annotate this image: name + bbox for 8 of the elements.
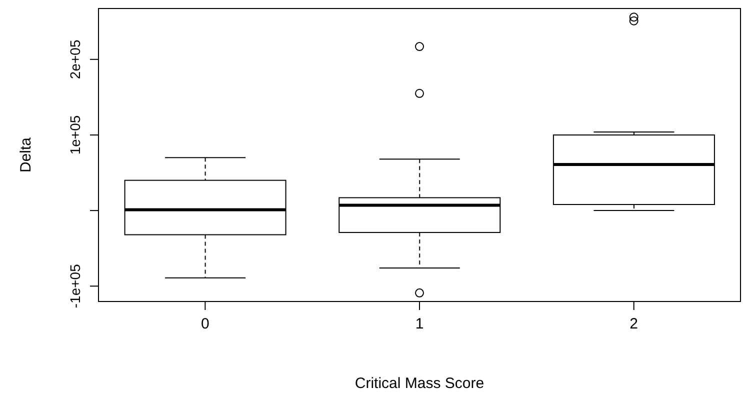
x-axis-title: Critical Mass Score [354, 375, 486, 392]
y-tick-label: -1e+05 [67, 264, 83, 308]
y-tick-label: 1e+05 [67, 115, 83, 155]
x-tick-label: 2 [630, 316, 638, 333]
x-tick-label: 0 [200, 316, 210, 333]
y-axis-title: Delta [18, 137, 34, 173]
x-tick-label: 1 [415, 316, 424, 333]
y-tick-label: 2e+05 [67, 40, 83, 80]
